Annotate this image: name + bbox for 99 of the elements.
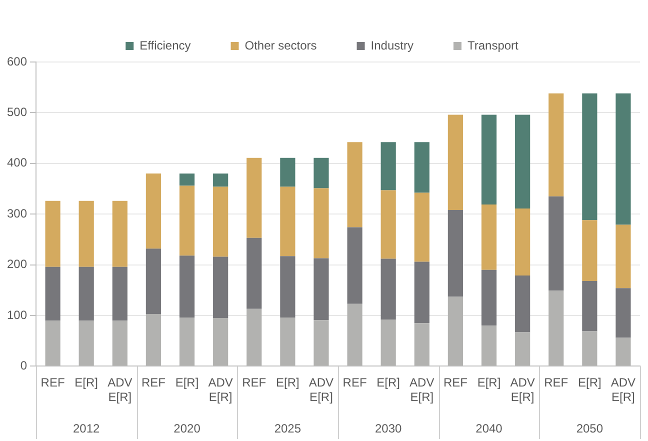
x-tick-label: REF — [141, 376, 166, 390]
x-tick-label: REF — [443, 376, 468, 390]
x-tick-label: ADV E[R] — [108, 376, 132, 404]
text: 2040 — [476, 421, 503, 436]
bar — [448, 210, 463, 297]
bar — [146, 174, 162, 249]
y-tick-label: 600 — [6, 54, 28, 68]
x-tick-label: ADV E[R] — [208, 376, 233, 404]
bar — [213, 256, 228, 318]
x-tick-label: E[R] — [175, 376, 199, 390]
y-tick-label: 200 — [6, 257, 28, 272]
text: 2030 — [374, 421, 402, 436]
bar — [616, 288, 631, 338]
bar — [515, 332, 530, 366]
bar — [179, 318, 195, 366]
bar — [515, 275, 530, 332]
y-tick-label: 100 — [6, 308, 28, 322]
bar — [347, 142, 362, 228]
bar — [45, 200, 60, 267]
bar — [481, 270, 497, 326]
bar — [213, 174, 228, 187]
bar — [179, 256, 195, 318]
bar — [582, 281, 598, 332]
bar — [45, 320, 60, 366]
bar — [548, 93, 564, 196]
bar — [112, 320, 128, 366]
text: 2020 — [174, 421, 201, 436]
bar — [515, 208, 530, 276]
bar — [515, 114, 530, 209]
legend-label: Transport — [467, 38, 520, 52]
bar — [414, 142, 430, 193]
x-tick-label: REF — [40, 376, 65, 390]
bar — [314, 258, 329, 320]
bar — [448, 296, 463, 366]
bar — [414, 192, 430, 262]
bar — [582, 331, 598, 366]
text: 2012 — [73, 421, 100, 436]
bar — [616, 338, 631, 366]
x-tick-label: E[R] — [578, 376, 602, 390]
bar — [213, 318, 228, 366]
bar — [78, 320, 94, 366]
x-tick-label: REF — [342, 376, 367, 390]
bar — [347, 304, 362, 366]
bar — [548, 196, 564, 291]
bar — [246, 158, 262, 238]
bar — [380, 190, 396, 259]
bar — [78, 200, 94, 267]
bar — [179, 186, 195, 256]
bar — [380, 258, 396, 320]
bar — [380, 320, 396, 366]
bar — [448, 114, 463, 210]
bar — [347, 227, 362, 304]
text: 2025 — [274, 421, 302, 436]
bar — [179, 174, 195, 186]
x-tick-label: E[R] — [276, 376, 300, 390]
bar — [112, 266, 128, 321]
y-tick-label: 500 — [6, 105, 28, 120]
bar — [582, 93, 598, 220]
bar — [314, 320, 329, 366]
bar — [481, 114, 497, 204]
x-tick-label: REF — [242, 376, 266, 390]
text: 2050 — [576, 421, 604, 436]
x-tick-label: E[R] — [477, 376, 501, 390]
y-tick-label: 0 — [20, 358, 28, 373]
bar — [414, 323, 430, 366]
legend-label: Industry — [370, 38, 414, 52]
bar — [481, 204, 497, 270]
bar — [146, 248, 162, 314]
y-tick-label: 400 — [6, 156, 28, 170]
bar — [414, 262, 430, 324]
bar — [246, 238, 262, 309]
legend-label: Efficiency — [140, 38, 191, 52]
bar — [280, 256, 296, 318]
bar — [213, 186, 228, 257]
bar — [280, 186, 296, 256]
legend-label: Other sectors — [244, 38, 317, 52]
x-tick-label: ADV E[R] — [308, 376, 334, 404]
bar — [380, 142, 396, 190]
bar — [481, 326, 497, 366]
bar — [246, 308, 262, 366]
bar — [616, 224, 631, 288]
x-tick-label: ADV E[R] — [510, 376, 535, 404]
bar — [616, 93, 631, 225]
x-tick-label: REF — [544, 376, 568, 390]
x-tick-label: E[R] — [376, 376, 400, 390]
bar — [112, 200, 128, 267]
bar — [582, 220, 598, 282]
bar — [548, 290, 564, 366]
bar — [280, 318, 296, 366]
bar — [146, 314, 162, 366]
bar — [314, 158, 329, 188]
x-tick-label: ADV E[R] — [610, 376, 636, 404]
x-tick-label: E[R] — [74, 376, 98, 390]
bar — [314, 188, 329, 258]
bar — [280, 158, 296, 187]
bar — [78, 266, 94, 321]
y-tick-label: 300 — [6, 206, 28, 220]
x-tick-label: ADV E[R] — [410, 376, 434, 404]
bar — [45, 266, 60, 321]
